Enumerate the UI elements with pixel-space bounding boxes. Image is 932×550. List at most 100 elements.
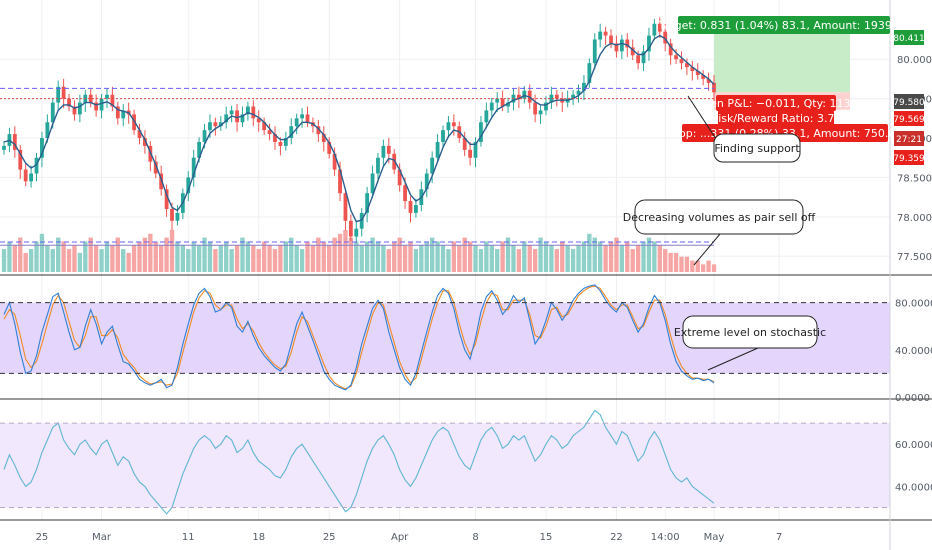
candle[interactable]	[99, 98, 104, 111]
candle[interactable]	[94, 102, 99, 111]
candle[interactable]	[170, 208, 174, 221]
candle[interactable]	[289, 126, 294, 139]
candle[interactable]	[516, 94, 521, 99]
candle[interactable]	[245, 106, 250, 115]
candle[interactable]	[473, 141, 478, 158]
candle[interactable]	[294, 118, 299, 127]
candle[interactable]	[446, 122, 451, 131]
candle[interactable]	[2, 145, 6, 150]
candle[interactable]	[143, 138, 147, 146]
candle[interactable]	[679, 59, 684, 64]
candle[interactable]	[500, 98, 505, 107]
candle[interactable]	[576, 90, 581, 95]
candle[interactable]	[619, 39, 624, 52]
candle[interactable]	[23, 169, 28, 182]
candle[interactable]	[34, 157, 39, 174]
candle[interactable]	[251, 106, 256, 119]
candle[interactable]	[235, 110, 239, 123]
candle[interactable]	[105, 94, 109, 99]
candle[interactable]	[614, 43, 619, 52]
candle[interactable]	[657, 23, 662, 32]
candle[interactable]	[359, 212, 364, 229]
candle[interactable]	[544, 102, 548, 111]
candle[interactable]	[137, 130, 142, 139]
candle[interactable]	[278, 141, 283, 146]
candle[interactable]	[208, 122, 212, 131]
candle[interactable]	[61, 86, 66, 99]
candle[interactable]	[403, 185, 407, 202]
candle[interactable]	[88, 94, 93, 103]
callout-extreme-stochastic[interactable]: Extreme level on stochastic	[674, 315, 826, 371]
candle[interactable]	[338, 169, 342, 194]
candle[interactable]	[414, 205, 418, 213]
candle[interactable]	[121, 110, 126, 119]
candle[interactable]	[132, 114, 136, 131]
candle[interactable]	[652, 23, 657, 36]
candle[interactable]	[397, 169, 402, 186]
candle[interactable]	[484, 110, 489, 123]
candle[interactable]	[300, 114, 304, 119]
candle[interactable]	[370, 173, 375, 194]
candle[interactable]	[685, 63, 689, 68]
risk-reward-label[interactable]: Risk/Reward Ratio: 3.76	[711, 110, 842, 126]
candle[interactable]	[495, 98, 500, 103]
candle[interactable]	[12, 134, 17, 150]
candle[interactable]	[598, 31, 603, 40]
candle[interactable]	[695, 71, 700, 75]
candle[interactable]	[115, 106, 120, 119]
candle[interactable]	[533, 102, 538, 115]
candle[interactable]	[386, 145, 391, 154]
candle[interactable]	[327, 141, 332, 154]
candle[interactable]	[186, 177, 191, 194]
candle[interactable]	[630, 47, 635, 56]
candle[interactable]	[343, 193, 348, 221]
candle[interactable]	[408, 201, 413, 213]
candle[interactable]	[706, 78, 711, 83]
candle[interactable]	[647, 35, 651, 52]
candle[interactable]	[549, 94, 554, 103]
candle[interactable]	[229, 110, 234, 115]
candle[interactable]	[365, 193, 370, 213]
candle[interactable]	[29, 173, 33, 182]
candle[interactable]	[40, 138, 44, 158]
candle[interactable]	[202, 130, 207, 142]
candle[interactable]	[668, 43, 673, 56]
candle[interactable]	[554, 94, 559, 99]
candle[interactable]	[159, 173, 164, 190]
candle[interactable]	[522, 90, 527, 99]
candle[interactable]	[587, 63, 592, 83]
candle[interactable]	[267, 130, 272, 135]
candle[interactable]	[479, 122, 483, 142]
candle[interactable]	[641, 51, 646, 64]
time-axis[interactable]: 25 Mar 11 18 25 Apr 8 15 22 14:00 May 7	[36, 532, 783, 543]
candle[interactable]	[392, 153, 397, 170]
candle[interactable]	[625, 39, 630, 48]
candle[interactable]	[663, 31, 668, 44]
candle[interactable]	[538, 110, 543, 115]
candle[interactable]	[468, 149, 473, 158]
callout-decreasing-volumes[interactable]: Decreasing volumes as pair sell off	[623, 199, 816, 266]
candle[interactable]	[441, 130, 445, 142]
candle[interactable]	[175, 212, 180, 221]
candles[interactable]	[2, 17, 716, 243]
candle[interactable]	[674, 55, 678, 60]
candle[interactable]	[305, 114, 310, 123]
candle[interactable]	[224, 114, 229, 123]
candle[interactable]	[609, 35, 613, 44]
candle[interactable]	[435, 141, 440, 158]
candle[interactable]	[191, 157, 196, 178]
candle[interactable]	[56, 86, 61, 103]
candle[interactable]	[430, 157, 435, 174]
open-pnl-label[interactable]: Open P&L: −0.011, Qty: 1131	[695, 95, 858, 111]
target-label[interactable]: Target: 0.831 (1.04%) 83.1, Amount: 1939…	[658, 16, 910, 34]
candle[interactable]	[592, 39, 597, 64]
candle[interactable]	[381, 145, 386, 158]
candle[interactable]	[354, 228, 359, 237]
candle[interactable]	[603, 31, 608, 36]
candle[interactable]	[45, 122, 50, 139]
candle[interactable]	[451, 122, 456, 127]
candle[interactable]	[424, 173, 429, 190]
candle[interactable]	[316, 126, 321, 135]
candle[interactable]	[153, 161, 158, 174]
